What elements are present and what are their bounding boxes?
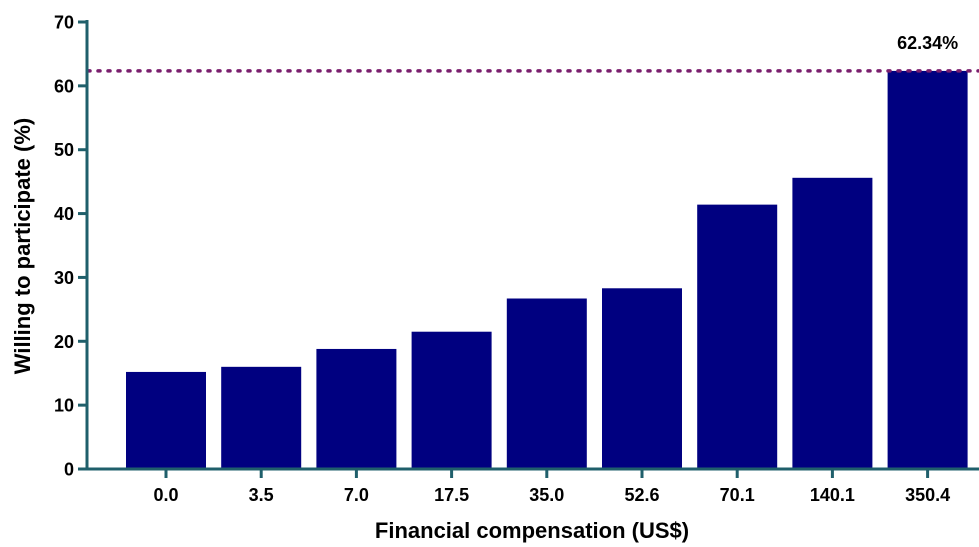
y-tick-label: 50 <box>54 140 74 160</box>
y-tick-label: 20 <box>54 332 74 352</box>
reference-line-label: 62.34% <box>897 33 958 53</box>
bar <box>126 371 206 469</box>
y-tick-label: 70 <box>54 13 74 33</box>
x-tick-label: 52.6 <box>624 485 659 505</box>
x-tick-label: 350.4 <box>905 485 950 505</box>
bar <box>697 204 778 470</box>
x-tick-label: 140.1 <box>810 485 855 505</box>
bar <box>316 348 397 469</box>
y-tick-label: 30 <box>54 268 74 288</box>
y-tick-label: 40 <box>54 204 74 224</box>
bar <box>792 177 873 469</box>
x-axis-title: Financial compensation (US$) <box>375 518 689 543</box>
x-tick-label: 3.5 <box>249 485 274 505</box>
y-tick-group: 0 10 20 30 40 50 60 70 <box>54 13 87 480</box>
y-tick-label: 60 <box>54 76 74 96</box>
x-tick-label: 17.5 <box>434 485 469 505</box>
bar <box>506 298 587 469</box>
x-tick-label: 7.0 <box>344 485 369 505</box>
y-tick-label: 10 <box>54 396 74 416</box>
y-tick-label: 0 <box>64 460 74 480</box>
reference-line-group: 62.34% <box>86 33 979 73</box>
x-tick-label: 35.0 <box>529 485 564 505</box>
x-tick-label: 70.1 <box>720 485 755 505</box>
x-tick-label: 0.0 <box>153 485 178 505</box>
bar <box>602 288 682 469</box>
bars-group <box>126 70 968 470</box>
x-tick-group: 0.0 3.5 7.0 17.5 35.0 52.6 70.1 140.1 350.4 <box>153 469 950 505</box>
bar <box>411 331 492 469</box>
bar <box>221 366 302 469</box>
bar <box>887 70 968 469</box>
y-axis-title: Willing to participate (%) <box>10 118 35 374</box>
